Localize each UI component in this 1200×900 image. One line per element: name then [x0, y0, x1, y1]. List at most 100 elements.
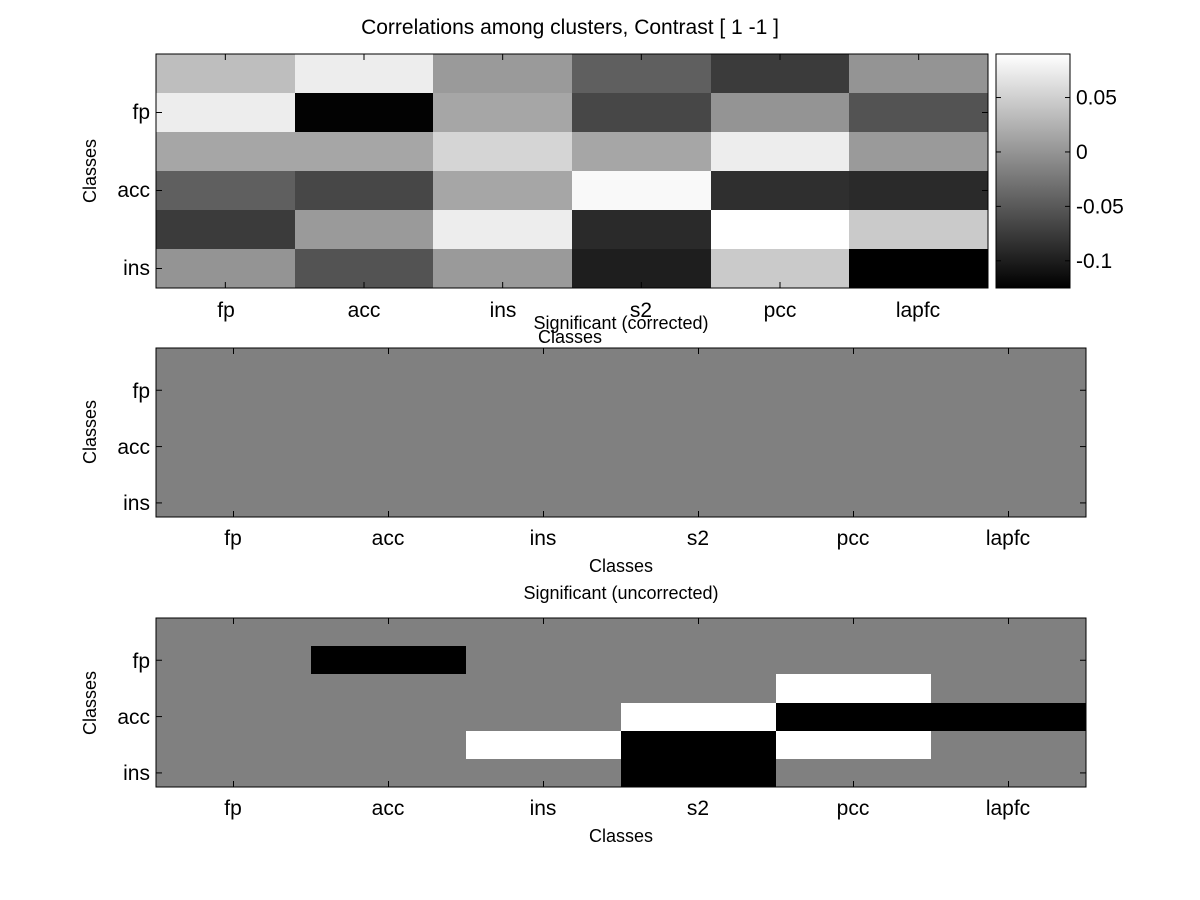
heatmap-cell — [849, 171, 988, 210]
heatmap-cells — [156, 618, 1086, 787]
chart-title: Significant (uncorrected) — [523, 583, 718, 603]
heatmap-cell — [466, 646, 621, 674]
heatmap-cell — [849, 132, 988, 171]
heatmap-cell — [433, 171, 572, 210]
colorbar-tick-label: -0.1 — [1076, 250, 1112, 273]
heatmap-cell — [621, 703, 776, 731]
x-tick-label: s2 — [687, 797, 709, 820]
heatmap-cell — [466, 674, 621, 703]
heatmap-cell — [311, 376, 466, 404]
heatmap-cell — [156, 703, 311, 731]
y-axis-label: Classes — [80, 139, 100, 203]
heatmap-cell — [572, 93, 711, 132]
y-axis-label: Classes — [80, 671, 100, 735]
heatmap-cell — [711, 54, 849, 93]
heatmap-cell — [931, 376, 1086, 404]
heatmap-cell — [711, 132, 849, 171]
y-tick-label: fp — [132, 101, 150, 124]
heatmap-cell — [466, 433, 621, 461]
heatmap-cell — [621, 674, 776, 703]
y-tick-label: acc — [117, 436, 150, 459]
heatmap-cell — [572, 54, 711, 93]
x-tick-label: pcc — [837, 797, 870, 820]
heatmap-cell — [433, 210, 572, 249]
heatmap-cell — [466, 376, 621, 404]
x-tick-label: s2 — [687, 527, 709, 550]
heatmap-cell — [572, 210, 711, 249]
panel-correlations: Correlations among clusters, Contrast [ … — [80, 16, 989, 347]
heatmap-cell — [156, 404, 311, 433]
heatmap-cell — [156, 461, 311, 489]
x-tick-label: acc — [348, 299, 381, 322]
colorbar-tick-label: 0 — [1076, 141, 1088, 164]
heatmap-cell — [621, 376, 776, 404]
colorbar-tick-label: 0.05 — [1076, 87, 1117, 110]
heatmap-cell — [311, 404, 466, 433]
heatmap-cell — [621, 433, 776, 461]
heatmap-cell — [433, 54, 572, 93]
chart-title: Significant (corrected) — [533, 313, 708, 333]
heatmap-cell — [156, 433, 311, 461]
x-tick-label: ins — [490, 299, 517, 322]
x-axis-label: Classes — [589, 556, 653, 576]
heatmap-cell — [931, 646, 1086, 674]
heatmap-cell — [572, 249, 711, 288]
heatmap-cell — [156, 646, 311, 674]
heatmap-cell — [295, 54, 433, 93]
heatmap-cell — [621, 461, 776, 489]
heatmap-cell — [849, 93, 988, 132]
heatmap-cell — [711, 210, 849, 249]
colorbar: 0.05 0 -0.05 -0.1 — [995, 53, 1124, 289]
panel-significant-corrected: Significant (corrected) fp acc ins s2 pc… — [80, 313, 1087, 576]
x-tick-label: pcc — [837, 527, 870, 550]
heatmap-cell — [776, 646, 931, 674]
heatmap-cell — [156, 249, 295, 288]
heatmap-cell — [931, 433, 1086, 461]
heatmap-cell — [931, 731, 1086, 759]
heatmap-cell — [311, 703, 466, 731]
heatmap-cell — [295, 132, 433, 171]
panel-significant-uncorrected: Significant (uncorrected) fp acc ins s2 … — [80, 583, 1087, 846]
heatmap-cells — [156, 54, 988, 288]
heatmap-cell — [295, 210, 433, 249]
plot-frame — [155, 347, 1087, 518]
heatmap-cell — [466, 731, 621, 759]
x-tick-label: ins — [530, 797, 557, 820]
heatmap-cell — [156, 674, 311, 703]
y-tick-label: acc — [117, 179, 150, 202]
x-tick-label: acc — [372, 527, 405, 550]
heatmap-cell — [776, 433, 931, 461]
heatmap-cell — [156, 731, 311, 759]
heatmap-cell — [621, 404, 776, 433]
heatmap-cell — [156, 93, 295, 132]
heatmap-cell — [931, 404, 1086, 433]
heatmap-cells — [156, 348, 1086, 517]
plot-frame — [155, 53, 989, 289]
x-tick-label: lapfc — [986, 527, 1030, 550]
heatmap-cell — [295, 249, 433, 288]
heatmap-cell — [433, 93, 572, 132]
x-tick-label: lapfc — [986, 797, 1030, 820]
heatmap-cell — [572, 171, 711, 210]
y-tick-label: acc — [117, 706, 150, 729]
heatmap-cell — [776, 376, 931, 404]
heatmap-cell — [311, 646, 466, 674]
tick-marks — [156, 348, 1086, 517]
heatmap-cell — [931, 674, 1086, 703]
chart-title: Correlations among clusters, Contrast [ … — [361, 16, 779, 39]
heatmap-cell — [931, 703, 1086, 731]
y-tick-label: fp — [132, 380, 150, 403]
heatmap-cell — [466, 461, 621, 489]
heatmap-cell — [621, 731, 776, 759]
heatmap-cell — [156, 171, 295, 210]
heatmap-cell — [776, 404, 931, 433]
x-tick-label: s2 — [630, 299, 652, 322]
heatmap-cell — [433, 249, 572, 288]
heatmap-cell — [295, 93, 433, 132]
colorbar-tick-label: -0.05 — [1076, 195, 1124, 218]
heatmap-cell — [776, 731, 931, 759]
heatmap-cell — [711, 93, 849, 132]
y-axis-label: Classes — [80, 400, 100, 464]
heatmap-cell — [466, 404, 621, 433]
